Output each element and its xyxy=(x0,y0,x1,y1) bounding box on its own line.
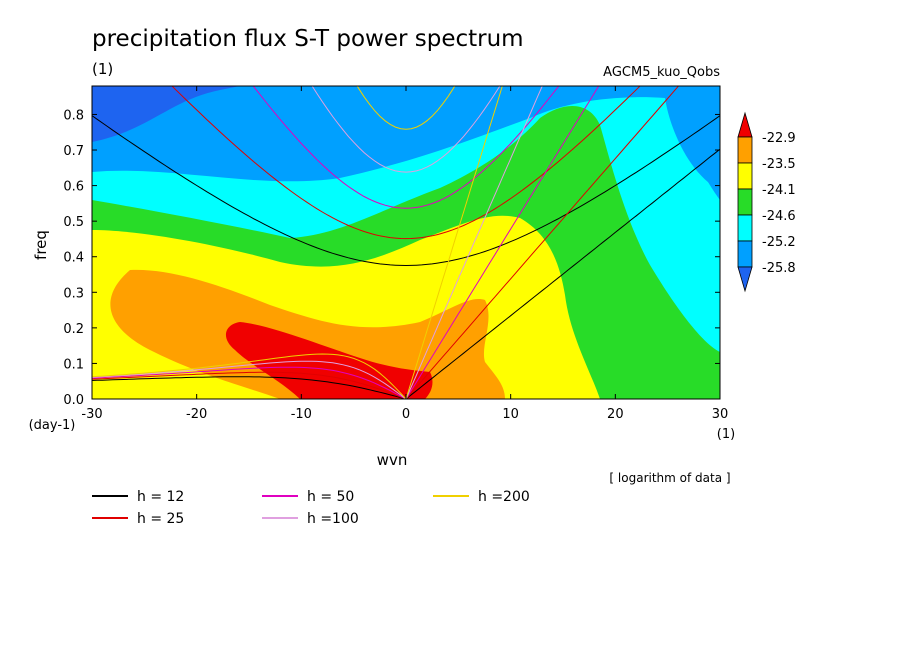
y-tick-label: 0.1 xyxy=(63,357,84,372)
y-tick-label: 0.4 xyxy=(63,251,84,266)
y-tick-label: 0.5 xyxy=(63,215,84,230)
x-tick-label: -30 xyxy=(81,407,102,422)
dispersion-curve xyxy=(92,376,407,399)
y-axis-label: freq xyxy=(32,230,50,260)
dispersion-curve xyxy=(405,86,543,399)
colorbar-segment-1 xyxy=(737,136,753,164)
dispersion-curve xyxy=(311,86,501,173)
x-tick-label: -20 xyxy=(186,407,207,422)
dispersion-curve xyxy=(405,86,680,399)
dispersion-curve xyxy=(405,86,503,399)
dispersion-curve xyxy=(405,86,600,399)
dispersion-curve xyxy=(252,86,560,209)
x-axis-ticks: -30 -20 -10 0 10 20 30 xyxy=(81,86,728,422)
y-axis-ticks: 0.0 0.1 0.2 0.3 0.4 0.5 0.6 0.7 0.8 xyxy=(63,108,720,408)
colorbar-top-extension xyxy=(737,111,753,138)
colorbar-label: -22.9 xyxy=(762,131,796,146)
legend-entry: h = 50 xyxy=(307,489,354,505)
dispersion-curve xyxy=(92,360,407,399)
dispersion-curve xyxy=(92,115,720,267)
dispersion-curve xyxy=(92,366,407,399)
y-axis-unit: (day-1) xyxy=(29,418,76,433)
y-tick-label: 0.8 xyxy=(63,108,84,123)
x-tick-label: 30 xyxy=(712,407,729,422)
legend: h = 12 h = 25 h = 50 h =100 h =200 xyxy=(92,489,530,527)
dispersion-curve xyxy=(92,371,407,399)
x-axis-unit: (1) xyxy=(717,427,735,442)
y-tick-label: 0.6 xyxy=(63,180,84,195)
y-tick-label: 0.7 xyxy=(63,144,84,159)
legend-entry: h =200 xyxy=(478,489,530,505)
x-tick-label: 10 xyxy=(502,407,519,422)
legend-entry: h = 25 xyxy=(137,511,184,527)
colorbar-segment-3 xyxy=(737,188,753,216)
chart-title: precipitation flux S-T power spectrum xyxy=(92,26,524,52)
title-unit: (1) xyxy=(92,60,113,78)
dispersion-curve xyxy=(92,353,407,399)
x-axis-label: wvn xyxy=(377,451,408,469)
model-label: AGCM5_kuo_Qobs xyxy=(603,65,720,80)
x-tick-label: -10 xyxy=(291,407,312,422)
colorbar-label: -23.5 xyxy=(762,157,796,172)
colorbar-labels: -22.9 -23.5 -24.1 -24.6 -25.2 -25.8 xyxy=(762,131,796,276)
y-tick-label: 0.3 xyxy=(63,286,84,301)
colorbar-segment-5 xyxy=(737,240,753,268)
log-note: [ logarithm of data ] xyxy=(609,471,730,485)
colorbar-bottom-extension xyxy=(737,266,753,293)
x-tick-label: 20 xyxy=(607,407,624,422)
dispersion-curve xyxy=(356,86,456,130)
y-tick-label: 0.0 xyxy=(63,393,84,408)
colorbar-label: -25.2 xyxy=(762,235,796,250)
legend-entry: h =100 xyxy=(307,511,359,527)
dispersion-curve xyxy=(171,86,641,240)
level-band-7 xyxy=(225,322,433,399)
colorbar-label: -25.8 xyxy=(762,261,796,276)
colorbar-segment-4 xyxy=(737,214,753,242)
legend-entry: h = 12 xyxy=(137,489,184,505)
colorbar: -22.9 -23.5 -24.1 -24.6 -25.2 -25.8 xyxy=(737,111,796,293)
level-band-2b xyxy=(679,98,720,200)
x-tick-label: 0 xyxy=(402,407,410,422)
dispersion-curve xyxy=(405,148,720,399)
contour-field xyxy=(92,86,720,399)
dispersion-curves xyxy=(92,86,720,399)
colorbar-label: -24.1 xyxy=(762,183,796,198)
colorbar-label: -24.6 xyxy=(762,209,796,224)
y-tick-label: 0.2 xyxy=(63,322,84,337)
colorbar-segment-2 xyxy=(737,162,753,190)
